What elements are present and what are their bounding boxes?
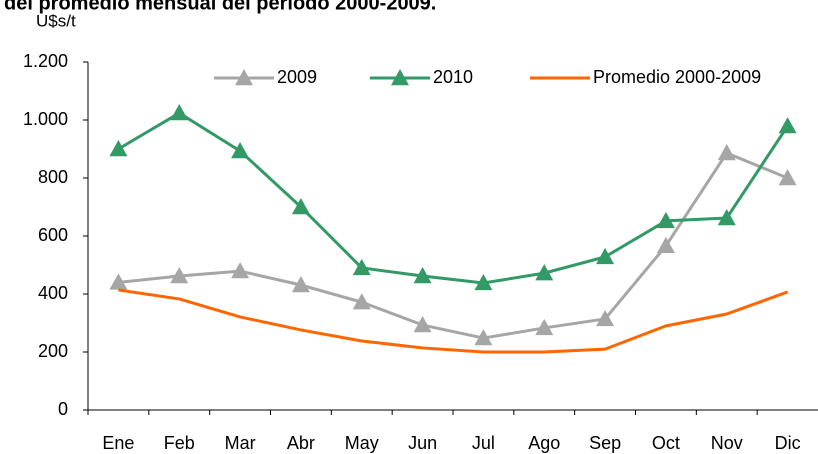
y-axis-label: U$s/t bbox=[36, 11, 76, 30]
x-tick-label: Sep bbox=[589, 433, 621, 453]
chart-title: del promedio mensual del período 2000-20… bbox=[4, 0, 436, 14]
x-tick-label: Mar bbox=[225, 433, 256, 453]
marker bbox=[778, 169, 797, 186]
y-tick-label: 1.200 bbox=[23, 51, 68, 71]
marker bbox=[170, 267, 189, 284]
series-line bbox=[118, 151, 789, 340]
marker bbox=[291, 276, 310, 293]
y-tick-label: 200 bbox=[38, 341, 68, 361]
legend-label: Promedio 2000-2009 bbox=[593, 67, 761, 87]
marker bbox=[231, 142, 250, 159]
legend-marker bbox=[235, 69, 253, 86]
x-tick-label: Dic bbox=[775, 433, 801, 453]
marker bbox=[656, 236, 675, 254]
legend-label: 2010 bbox=[433, 67, 473, 87]
legend-marker bbox=[391, 69, 409, 86]
x-tick-label: Jun bbox=[408, 433, 437, 453]
x-tick-label: Oct bbox=[652, 433, 680, 453]
legend-label: 2009 bbox=[277, 67, 317, 87]
series-line bbox=[117, 111, 789, 285]
marker bbox=[656, 211, 675, 229]
marker bbox=[413, 267, 432, 284]
x-tick-label: Ene bbox=[102, 433, 134, 453]
x-tick-label: Feb bbox=[164, 433, 195, 453]
marker bbox=[535, 318, 554, 336]
x-tick-label: Jul bbox=[472, 433, 495, 453]
marker bbox=[596, 247, 615, 265]
marker bbox=[109, 140, 128, 157]
y-tick-label: 800 bbox=[38, 167, 68, 187]
marker bbox=[535, 264, 554, 281]
marker bbox=[474, 273, 493, 291]
y-tick-label: 0 bbox=[58, 399, 68, 419]
marker bbox=[596, 309, 615, 327]
x-tick-label: Ago bbox=[528, 433, 560, 453]
marker bbox=[778, 117, 797, 134]
y-tick-label: 400 bbox=[38, 283, 68, 303]
y-tick-label: 600 bbox=[38, 225, 68, 245]
marker bbox=[352, 258, 371, 276]
y-tick-label: 1.000 bbox=[23, 109, 68, 129]
x-tick-label: May bbox=[345, 433, 379, 453]
marker bbox=[717, 144, 736, 161]
marker bbox=[717, 209, 736, 226]
series-line bbox=[118, 288, 789, 354]
marker bbox=[352, 293, 371, 310]
marker bbox=[109, 273, 128, 290]
x-tick-label: Abr bbox=[287, 433, 315, 453]
marker bbox=[474, 329, 493, 346]
x-tick-label: Nov bbox=[711, 433, 743, 453]
marker bbox=[231, 262, 250, 279]
marker bbox=[413, 316, 432, 333]
marker bbox=[291, 198, 310, 215]
marker bbox=[170, 104, 189, 121]
